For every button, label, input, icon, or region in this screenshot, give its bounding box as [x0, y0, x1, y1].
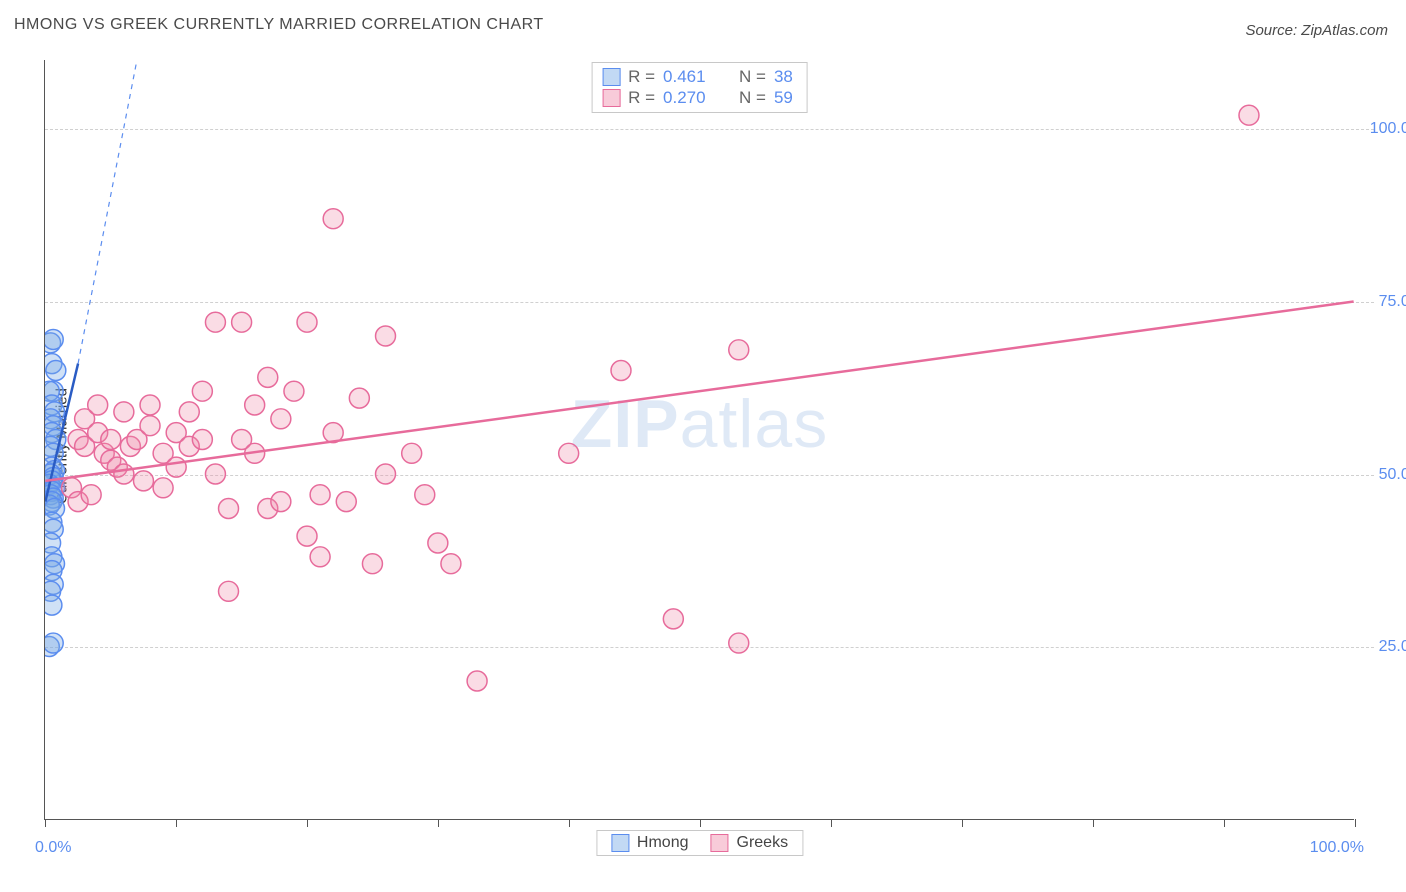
legend-n-label: N = — [739, 67, 766, 87]
legend-swatch — [602, 68, 620, 86]
scatter-point — [376, 464, 396, 484]
scatter-point — [45, 633, 63, 653]
scatter-point — [271, 492, 291, 512]
legend-row: R = 0.270 N = 59 — [602, 88, 793, 108]
scatter-point — [663, 609, 683, 629]
x-axis-min-label: 0.0% — [35, 839, 71, 857]
x-tick — [962, 819, 963, 827]
scatter-point — [245, 395, 265, 415]
scatter-point — [45, 595, 62, 615]
scatter-point — [179, 402, 199, 422]
scatter-point — [611, 361, 631, 381]
scatter-point — [336, 492, 356, 512]
x-tick — [307, 819, 308, 827]
scatter-point — [428, 533, 448, 553]
scatter-point — [46, 361, 66, 381]
legend-series-item: Greeks — [711, 834, 789, 852]
legend-swatch — [611, 834, 629, 852]
scatter-point — [153, 478, 173, 498]
scatter-point — [258, 367, 278, 387]
scatter-point — [310, 547, 330, 567]
scatter-point — [467, 671, 487, 691]
scatter-point — [140, 416, 160, 436]
scatter-point — [729, 340, 749, 360]
x-axis-max-label: 100.0% — [1310, 839, 1364, 857]
scatter-point — [219, 499, 239, 519]
trend-line — [78, 60, 137, 364]
scatter-point — [349, 388, 369, 408]
legend-row: R = 0.461 N = 38 — [602, 67, 793, 87]
scatter-point — [205, 464, 225, 484]
x-tick — [569, 819, 570, 827]
scatter-point — [271, 409, 291, 429]
x-tick — [438, 819, 439, 827]
scatter-point — [140, 395, 160, 415]
legend-r-value: 0.461 — [663, 67, 721, 87]
scatter-point — [310, 485, 330, 505]
legend-n-value: 59 — [774, 88, 793, 108]
x-tick — [831, 819, 832, 827]
scatter-point — [88, 395, 108, 415]
scatter-point — [559, 443, 579, 463]
x-tick — [45, 819, 46, 827]
chart-title: HMONG VS GREEK CURRENTLY MARRIED CORRELA… — [14, 16, 544, 34]
scatter-svg — [45, 60, 1354, 819]
y-tick-label: 100.0% — [1360, 120, 1406, 138]
y-tick-label: 50.0% — [1360, 466, 1406, 484]
scatter-point — [402, 443, 422, 463]
plot-area: ZIPatlas 25.0%50.0%75.0%100.0% R = 0.461… — [44, 60, 1354, 820]
scatter-point — [729, 633, 749, 653]
scatter-point — [219, 581, 239, 601]
scatter-point — [205, 312, 225, 332]
x-tick — [176, 819, 177, 827]
scatter-point — [133, 471, 153, 491]
legend-series-label: Greeks — [737, 834, 789, 852]
legend-r-label: R = — [628, 88, 655, 108]
x-tick — [700, 819, 701, 827]
scatter-point — [297, 312, 317, 332]
scatter-point — [114, 464, 134, 484]
legend-series-item: Hmong — [611, 834, 689, 852]
scatter-point — [45, 329, 63, 349]
scatter-point — [297, 526, 317, 546]
scatter-point — [284, 381, 304, 401]
scatter-point — [114, 402, 134, 422]
scatter-point — [101, 430, 121, 450]
scatter-point — [415, 485, 435, 505]
x-tick — [1355, 819, 1356, 827]
series-legend: Hmong Greeks — [596, 830, 803, 856]
y-tick-label: 75.0% — [1360, 293, 1406, 311]
scatter-point — [232, 312, 252, 332]
x-tick — [1093, 819, 1094, 827]
y-tick-label: 25.0% — [1360, 638, 1406, 656]
legend-series-label: Hmong — [637, 834, 689, 852]
scatter-point — [362, 554, 382, 574]
legend-r-value: 0.270 — [663, 88, 721, 108]
legend-n-value: 38 — [774, 67, 793, 87]
x-tick — [1224, 819, 1225, 827]
scatter-point — [192, 430, 212, 450]
scatter-point — [166, 457, 186, 477]
legend-swatch — [602, 89, 620, 107]
scatter-point — [192, 381, 212, 401]
scatter-point — [376, 326, 396, 346]
scatter-point — [81, 485, 101, 505]
legend-r-label: R = — [628, 67, 655, 87]
scatter-point — [441, 554, 461, 574]
legend-n-label: N = — [739, 88, 766, 108]
correlation-legend: R = 0.461 N = 38 R = 0.270 N = 59 — [591, 62, 808, 113]
source-attribution: Source: ZipAtlas.com — [1245, 22, 1388, 39]
scatter-point — [1239, 105, 1259, 125]
scatter-point — [323, 209, 343, 229]
legend-swatch — [711, 834, 729, 852]
